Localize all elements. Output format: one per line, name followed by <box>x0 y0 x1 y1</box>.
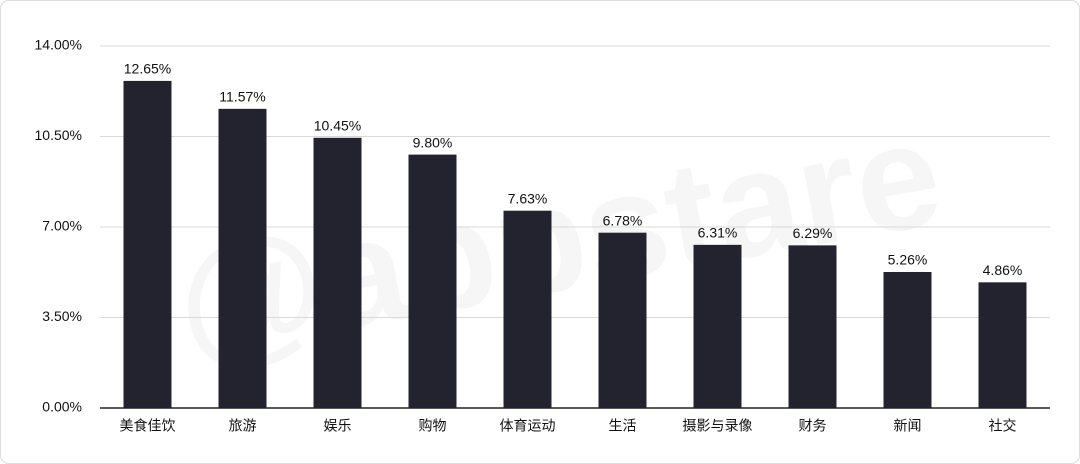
data-label: 9.80% <box>413 134 453 150</box>
x-tick-label: 美食佳饮 <box>120 418 176 434</box>
x-tick-label: 财务 <box>799 418 827 434</box>
bar <box>883 271 932 408</box>
bar <box>978 282 1027 408</box>
x-tick-label: 购物 <box>419 418 447 434</box>
x-tick-label: 旅游 <box>229 418 257 434</box>
bar <box>123 80 172 409</box>
data-label: 12.65% <box>124 61 171 77</box>
data-label: 6.29% <box>793 225 833 241</box>
bar <box>788 245 837 408</box>
x-tick-label: 摄影与录像 <box>683 418 753 434</box>
bar <box>693 244 742 408</box>
data-label: 7.63% <box>508 190 548 206</box>
data-label: 5.26% <box>888 252 928 268</box>
y-tick-label: 10.50% <box>35 127 82 143</box>
data-label: 10.45% <box>314 117 361 133</box>
x-tick-label: 社交 <box>989 418 1017 434</box>
bar <box>503 210 552 408</box>
x-tick-label: 体育运动 <box>500 418 556 434</box>
data-label: 6.78% <box>603 212 643 228</box>
data-label: 11.57% <box>219 89 265 105</box>
bar <box>313 137 362 409</box>
y-tick-label: 7.00% <box>42 218 82 234</box>
data-label: 4.86% <box>983 262 1023 278</box>
x-tick-label: 生活 <box>609 418 637 434</box>
x-tick-label: 娱乐 <box>324 418 352 434</box>
y-tick-label: 14.00% <box>35 37 82 53</box>
bar <box>408 154 457 408</box>
data-label: 6.31% <box>698 225 738 241</box>
bar <box>598 232 647 408</box>
y-tick-label: 0.00% <box>42 399 82 415</box>
y-tick-label: 3.50% <box>42 308 82 324</box>
x-tick-label: 新闻 <box>894 418 922 434</box>
bar <box>218 108 267 408</box>
